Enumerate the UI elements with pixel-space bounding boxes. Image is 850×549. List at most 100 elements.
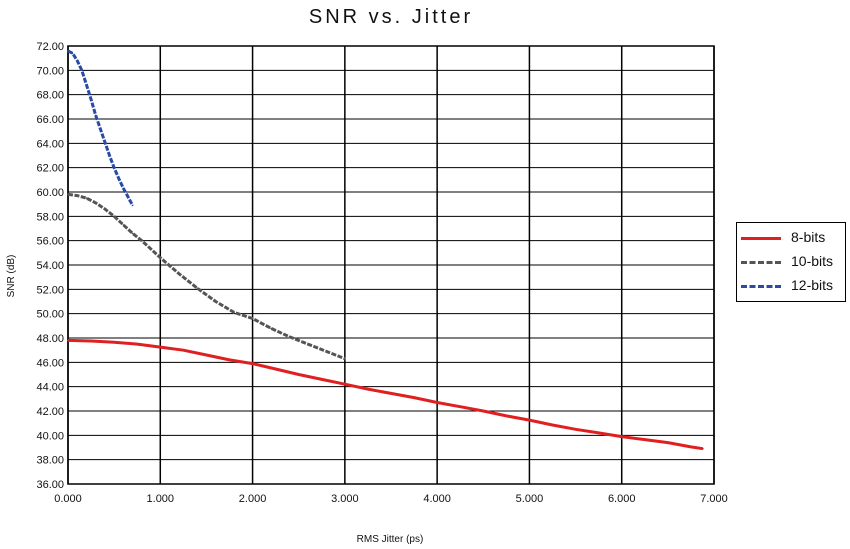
data-point-12-bits — [85, 84, 88, 86]
data-point-10-bits — [325, 350, 328, 353]
chart-title: SNR vs. Jitter — [308, 6, 474, 28]
x-tick-label: 2.000 — [239, 493, 267, 505]
y-tick-label: 40.00 — [36, 430, 64, 442]
x-tick-label: 7.000 — [700, 493, 728, 505]
series-line-10-bits — [67, 192, 346, 361]
data-point-8-bits — [228, 359, 231, 361]
data-point-8-bits — [667, 441, 669, 444]
data-point-10-bits — [177, 272, 180, 275]
data-point-8-bits — [113, 341, 115, 344]
y-axis-label: SNR (dB) — [6, 255, 17, 298]
data-point-12-bits — [67, 50, 69, 52]
data-point-8-bits — [644, 438, 646, 441]
data-point-8-bits — [159, 346, 162, 348]
legend-label-8-bits: 8-bits — [791, 229, 826, 245]
data-point-12-bits — [99, 127, 102, 130]
y-tick-label: 58.00 — [36, 211, 64, 223]
legend-label-12-bits: 12-bits — [791, 277, 834, 293]
data-point-8-bits — [482, 410, 485, 412]
series-layer — [67, 49, 704, 451]
data-point-8-bits — [505, 415, 508, 417]
data-point-10-bits — [94, 202, 97, 204]
data-point-8-bits — [551, 424, 554, 426]
series-line-8-bits — [67, 338, 704, 451]
y-tick-label: 50.00 — [36, 309, 64, 321]
data-point-12-bits — [76, 59, 78, 62]
legend-item-8-bits: 8-bits — [741, 227, 845, 249]
data-point-12-bits — [94, 114, 97, 117]
data-point-8-bits — [690, 446, 692, 448]
data-point-8-bits — [528, 419, 531, 421]
legend-line-10-bits — [741, 261, 781, 264]
legend-label-10-bits: 10-bits — [791, 253, 834, 269]
y-tick-label: 54.00 — [36, 260, 64, 272]
x-tick-label: 1.000 — [147, 493, 175, 505]
legend: 8-bits 10-bits 12-bits — [736, 222, 846, 302]
y-tick-label: 42.00 — [36, 406, 64, 418]
x-tick-label: 5.000 — [516, 493, 544, 505]
x-tick-label: 3.000 — [331, 493, 359, 505]
data-point-8-bits — [574, 428, 577, 431]
tick-labels: 36.00 38.00 40.00 42.00 44.00 46.00 48.00 50.00… — [36, 41, 727, 505]
data-point-10-bits — [196, 287, 198, 289]
data-point-10-bits — [288, 336, 291, 338]
y-tick-label: 72.00 — [36, 41, 64, 53]
data-point-8-bits — [436, 401, 438, 404]
y-tick-label: 64.00 — [36, 138, 64, 150]
data-point-8-bits — [251, 362, 254, 365]
plot-area — [67, 45, 715, 485]
legend-line-12-bits — [741, 285, 781, 288]
data-point-10-bits — [67, 193, 69, 196]
data-point-10-bits — [307, 343, 309, 345]
data-point-10-bits — [150, 248, 152, 250]
data-point-10-bits — [131, 232, 134, 235]
y-tick-label: 66.00 — [36, 114, 64, 126]
data-point-8-bits — [297, 373, 300, 376]
data-point-8-bits — [344, 383, 346, 386]
data-point-8-bits — [413, 396, 415, 399]
data-point-8-bits — [367, 388, 369, 390]
y-tick-label: 48.00 — [36, 333, 64, 345]
data-point-8-bits — [597, 432, 600, 434]
data-point-8-bits — [702, 447, 704, 450]
legend-item-12-bits: 12-bits — [741, 275, 845, 297]
data-point-8-bits — [67, 339, 69, 342]
data-point-10-bits — [270, 327, 272, 330]
grid — [67, 45, 715, 485]
y-tick-label: 44.00 — [36, 382, 64, 394]
x-tick-label: 6.000 — [608, 493, 636, 505]
data-point-12-bits — [127, 196, 129, 198]
data-point-10-bits — [122, 224, 125, 226]
y-tick-label: 62.00 — [36, 163, 64, 175]
data-point-12-bits — [90, 98, 92, 101]
data-point-10-bits — [233, 311, 235, 314]
data-point-12-bits — [104, 141, 106, 143]
data-point-12-bits — [71, 52, 74, 55]
data-point-10-bits — [344, 357, 346, 360]
y-tick-label: 46.00 — [36, 357, 64, 369]
y-tick-label: 36.00 — [36, 479, 64, 491]
data-point-12-bits — [122, 187, 125, 190]
data-point-8-bits — [620, 435, 623, 438]
data-point-12-bits — [113, 166, 115, 169]
data-point-10-bits — [251, 317, 254, 320]
y-tick-label: 56.00 — [36, 236, 64, 248]
data-point-8-bits — [459, 405, 462, 408]
data-point-10-bits — [113, 215, 115, 218]
data-point-12-bits — [131, 204, 134, 207]
y-tick-label: 52.00 — [36, 284, 64, 296]
data-point-10-bits — [159, 256, 162, 259]
data-point-8-bits — [136, 343, 138, 345]
y-tick-label: 70.00 — [36, 65, 64, 77]
y-tick-label: 68.00 — [36, 90, 64, 102]
data-point-10-bits — [141, 239, 143, 242]
data-point-10-bits — [104, 208, 106, 210]
x-tick-label: 0.000 — [54, 493, 82, 505]
x-tick-label: 4.000 — [423, 493, 451, 505]
data-point-10-bits — [85, 197, 88, 199]
y-tick-label: 38.00 — [36, 455, 64, 467]
data-point-8-bits — [90, 340, 92, 342]
data-point-8-bits — [274, 368, 277, 370]
data-point-8-bits — [390, 392, 392, 395]
